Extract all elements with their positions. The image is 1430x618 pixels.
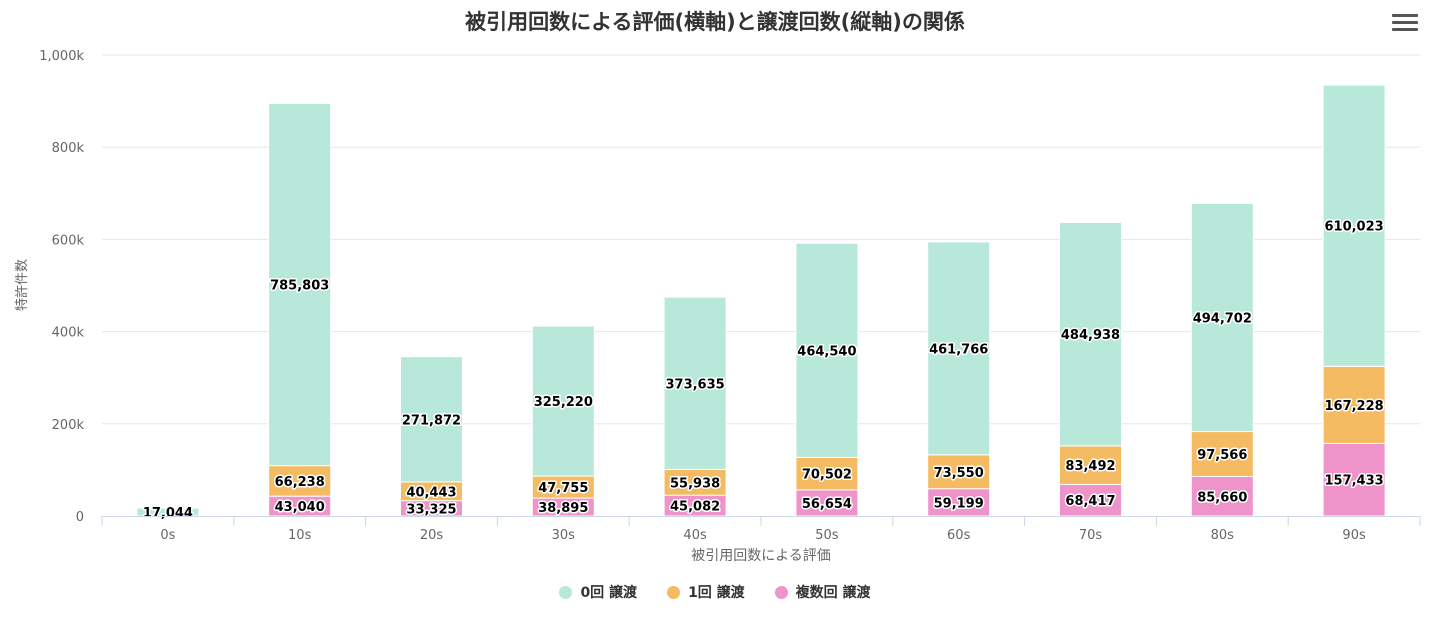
data-label: 56,654 [802, 497, 852, 512]
bar-segment [400, 356, 463, 483]
y-axis-title: 特許件数 [15, 259, 30, 311]
data-label: 157,433 [1324, 474, 1383, 489]
data-label: 17,044 [143, 506, 193, 521]
bar-segment [1322, 84, 1386, 367]
legend-marker [559, 585, 573, 599]
chart-title: 被引用回数による評価(横軸)と譲渡回数(縦軸)の関係 [465, 10, 965, 34]
data-label: 785,803 [270, 278, 329, 293]
x-axis-title: 被引用回数による評価 [691, 548, 831, 564]
data-label: 47,755 [538, 481, 588, 496]
data-label: 464,540 [797, 344, 856, 359]
y-tick-label: 1,000k [39, 49, 84, 64]
data-label: 97,566 [1197, 448, 1247, 463]
data-label: 43,040 [275, 500, 325, 515]
bar-segment [1059, 483, 1122, 517]
data-label: 66,238 [275, 475, 325, 490]
data-label: 461,766 [929, 342, 988, 357]
data-label: 38,895 [538, 501, 588, 516]
bar-segment [795, 456, 859, 491]
x-tick-label: 40s [683, 528, 707, 543]
legend-label: 0回 譲渡 [580, 585, 638, 601]
x-tick-label: 60s [947, 528, 971, 543]
bar-segment [927, 241, 991, 456]
data-label: 373,635 [665, 377, 724, 392]
bar-segment [927, 454, 991, 490]
y-tick-label: 800k [52, 141, 85, 156]
hamburger-menu-icon[interactable] [1392, 14, 1418, 36]
data-label: 271,872 [402, 413, 461, 428]
legend-item[interactable]: 複数回 譲渡 [774, 582, 871, 602]
x-tick-label: 80s [1211, 528, 1235, 543]
bar-segment [1190, 431, 1254, 478]
chart-legend: 0回 譲渡 1回 譲渡 複数回 譲渡 [0, 582, 1430, 602]
bar-segment [795, 489, 859, 517]
data-label: 325,220 [534, 395, 593, 410]
data-label: 45,082 [670, 500, 720, 515]
legend-marker [667, 585, 681, 599]
bar-segment [531, 325, 595, 477]
x-tick-label: 30s [552, 528, 576, 543]
bar-segment [1190, 202, 1254, 433]
x-tick-label: 10s [288, 528, 312, 543]
bar-segment [268, 102, 332, 467]
data-label: 33,325 [406, 502, 456, 517]
bar-segment [1059, 221, 1122, 447]
x-tick-label: 90s [1342, 528, 1366, 543]
data-label: 484,938 [1061, 328, 1120, 343]
x-tick-label: 70s [1079, 528, 1103, 543]
data-label: 59,199 [934, 496, 984, 511]
bar-segment [1322, 365, 1386, 444]
legend-item[interactable]: 0回 譲渡 [559, 582, 637, 602]
bar-segment [927, 488, 991, 517]
data-label: 83,492 [1065, 459, 1115, 474]
y-tick-label: 0 [76, 510, 84, 525]
data-label: 68,417 [1065, 494, 1115, 509]
legend-label: 複数回 譲渡 [795, 585, 871, 601]
x-tick-label: 50s [815, 528, 839, 543]
x-tick-label: 0s [160, 528, 175, 543]
data-label: 55,938 [670, 476, 720, 491]
data-label: 73,550 [934, 466, 984, 481]
legend-label: 1回 譲渡 [688, 585, 745, 601]
bar-segment [663, 296, 727, 470]
legend-marker [774, 585, 788, 599]
bar-segment [663, 468, 727, 496]
y-tick-label: 600k [52, 233, 85, 248]
data-label: 85,660 [1197, 490, 1247, 505]
data-label: 167,228 [1324, 399, 1383, 414]
y-tick-label: 400k [52, 326, 85, 341]
y-tick-label: 200k [52, 418, 85, 433]
bar-segment [795, 242, 859, 458]
x-tick-label: 20s [420, 528, 444, 543]
legend-item[interactable]: 1回 譲渡 [667, 582, 745, 602]
data-label: 610,023 [1324, 220, 1383, 235]
data-label: 70,502 [802, 468, 852, 483]
data-label: 494,702 [1193, 312, 1252, 327]
bar-segment [1190, 476, 1254, 517]
data-label: 40,443 [406, 485, 456, 500]
